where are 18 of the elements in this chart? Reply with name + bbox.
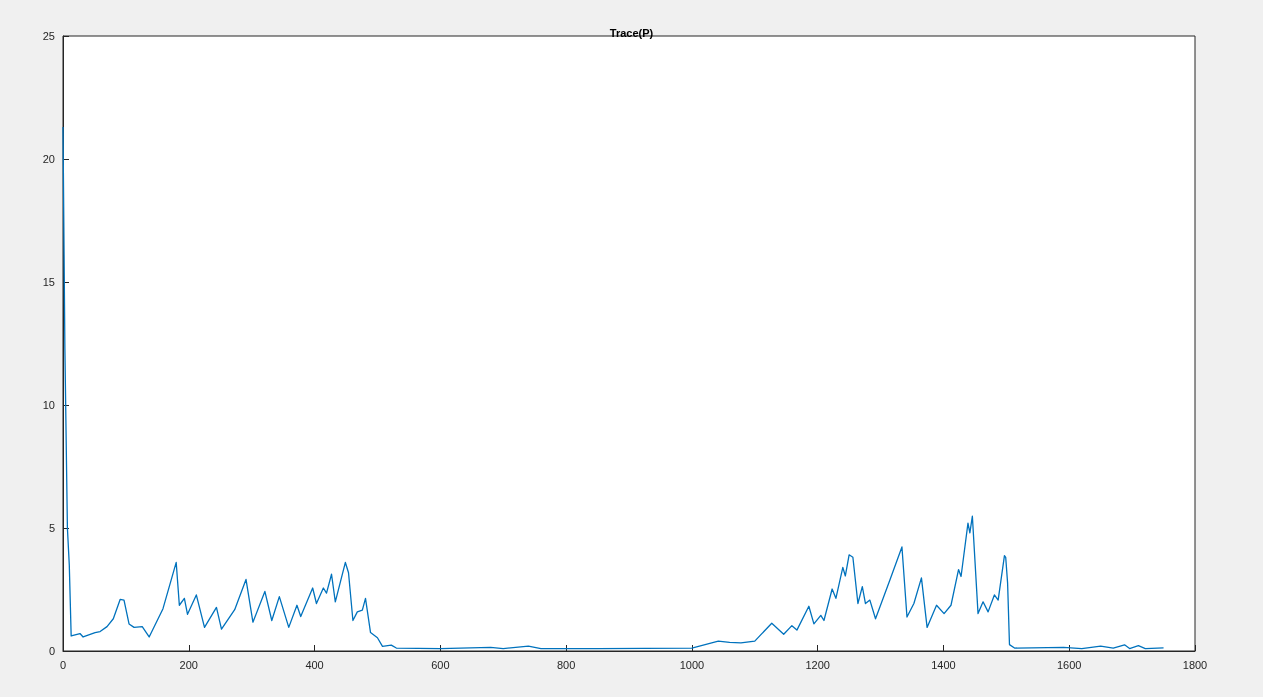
y-tick-label: 0 xyxy=(48,645,55,657)
x-tick-label: 0 xyxy=(59,658,67,671)
line-series xyxy=(62,126,1165,650)
x-tick-label: 1600 xyxy=(1056,658,1082,671)
y-tick-label: 5 xyxy=(48,522,55,534)
x-tick-label: 800 xyxy=(556,658,576,671)
x-tick-label: 1400 xyxy=(931,658,956,671)
x-tick-label: 400 xyxy=(305,658,324,671)
x-tick-label: 200 xyxy=(179,658,198,671)
y-tick-label: 20 xyxy=(42,153,55,165)
y-tick-label: 25 xyxy=(42,30,55,42)
x-tick-label: 1200 xyxy=(805,658,830,671)
y-tick-label: 15 xyxy=(42,276,55,288)
x-tick-label: 1800 xyxy=(1182,658,1208,671)
y-tick-label: 10 xyxy=(42,399,55,411)
x-tick-label: 600 xyxy=(431,658,450,671)
x-tick-label: 1000 xyxy=(679,658,705,671)
chart-title: Trace(P) xyxy=(609,26,654,39)
